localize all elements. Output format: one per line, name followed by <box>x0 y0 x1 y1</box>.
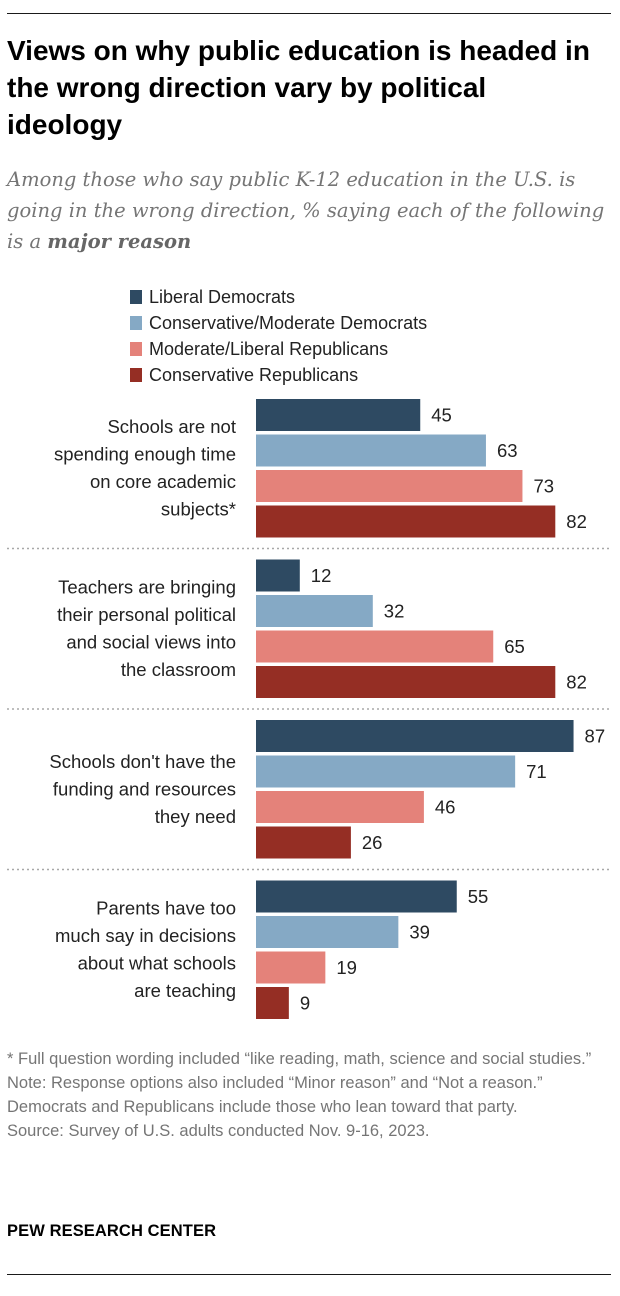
category-label: their personal political <box>57 604 236 625</box>
data-label: 12 <box>311 565 332 586</box>
data-label: 73 <box>533 476 554 497</box>
data-label: 55 <box>468 886 489 907</box>
bar <box>256 434 486 467</box>
legend-label: Moderate/Liberal Republicans <box>149 338 389 359</box>
data-label: 9 <box>300 993 310 1014</box>
bar <box>256 720 574 752</box>
category-label: Parents have too <box>96 898 236 919</box>
bar <box>256 826 351 859</box>
bar <box>256 559 300 592</box>
bar <box>256 505 556 538</box>
bar <box>256 630 494 663</box>
category-label: subjects* <box>161 499 236 520</box>
data-label: 87 <box>585 726 606 747</box>
chart-subtitle: Among those who say public K-12 educatio… <box>7 164 613 257</box>
bottom-rule <box>7 1274 611 1275</box>
legend: Liberal Democrats Conservative/Moderate … <box>130 284 427 388</box>
category-label: funding and resources <box>53 778 236 799</box>
chart-title: Views on why public education is headed … <box>7 35 590 140</box>
category-label: Schools don't have the <box>49 751 236 772</box>
bar <box>256 791 424 823</box>
data-label: 71 <box>526 761 547 782</box>
data-label: 26 <box>362 832 383 853</box>
data-label: 19 <box>336 957 357 978</box>
note-text: Note: Response options also included “Mi… <box>7 1074 543 1116</box>
bar <box>256 470 523 502</box>
legend-swatch <box>130 316 142 330</box>
category-label: Schools are not <box>107 416 236 437</box>
legend-swatch <box>130 290 142 304</box>
legend-item: Liberal Democrats <box>130 284 427 310</box>
legend-label: Conservative Republicans <box>149 364 359 385</box>
data-label: 63 <box>497 440 518 461</box>
subtitle-emphasis: major reason <box>47 230 192 253</box>
data-label: 82 <box>566 511 587 532</box>
category-label: about what schools <box>78 953 236 974</box>
data-label: 32 <box>384 601 405 622</box>
category-label: spending enough time <box>54 444 236 465</box>
legend-item: Conservative Republicans <box>130 362 427 388</box>
subtitle-text: Among those who say public K-12 educatio… <box>7 168 605 253</box>
legend-item: Conservative/Moderate Democrats <box>130 310 427 336</box>
legend-swatch <box>130 342 142 356</box>
data-label: 45 <box>431 405 452 426</box>
data-label: 82 <box>566 672 587 693</box>
legend-label: Conservative/Moderate Democrats <box>149 312 428 333</box>
legend-swatch <box>130 368 142 382</box>
bar <box>256 951 326 984</box>
source-text: Source: Survey of U.S. adults conducted … <box>7 1122 430 1140</box>
data-label: 65 <box>504 636 525 657</box>
data-label: 46 <box>435 797 456 818</box>
bar <box>256 399 421 431</box>
legend-item: Moderate/Liberal Republicans <box>130 336 427 362</box>
footnotes: * Full question wording included “like r… <box>7 1047 607 1143</box>
category-label: much say in decisions <box>55 925 236 946</box>
bar <box>256 666 556 698</box>
bar <box>256 595 373 627</box>
category-label: and social views into <box>66 632 236 653</box>
data-label: 39 <box>409 922 430 943</box>
top-rule <box>7 13 611 14</box>
category-label: on core academic <box>90 471 236 492</box>
legend-label: Liberal Democrats <box>149 286 296 307</box>
question-footnote: * Full question wording included “like r… <box>7 1050 592 1068</box>
bar-chart: Schools are not spending enough time on co… <box>7 399 611 1019</box>
bar <box>256 755 516 788</box>
bar <box>256 916 399 948</box>
category-label: Teachers are bringing <box>58 577 236 598</box>
bar <box>256 880 457 913</box>
category-label: they need <box>155 806 236 827</box>
pew-logo: PEW RESEARCH CENTER <box>7 1222 217 1240</box>
bar <box>256 987 289 1019</box>
category-label: are teaching <box>134 980 236 1001</box>
category-label: the classroom <box>121 659 236 680</box>
